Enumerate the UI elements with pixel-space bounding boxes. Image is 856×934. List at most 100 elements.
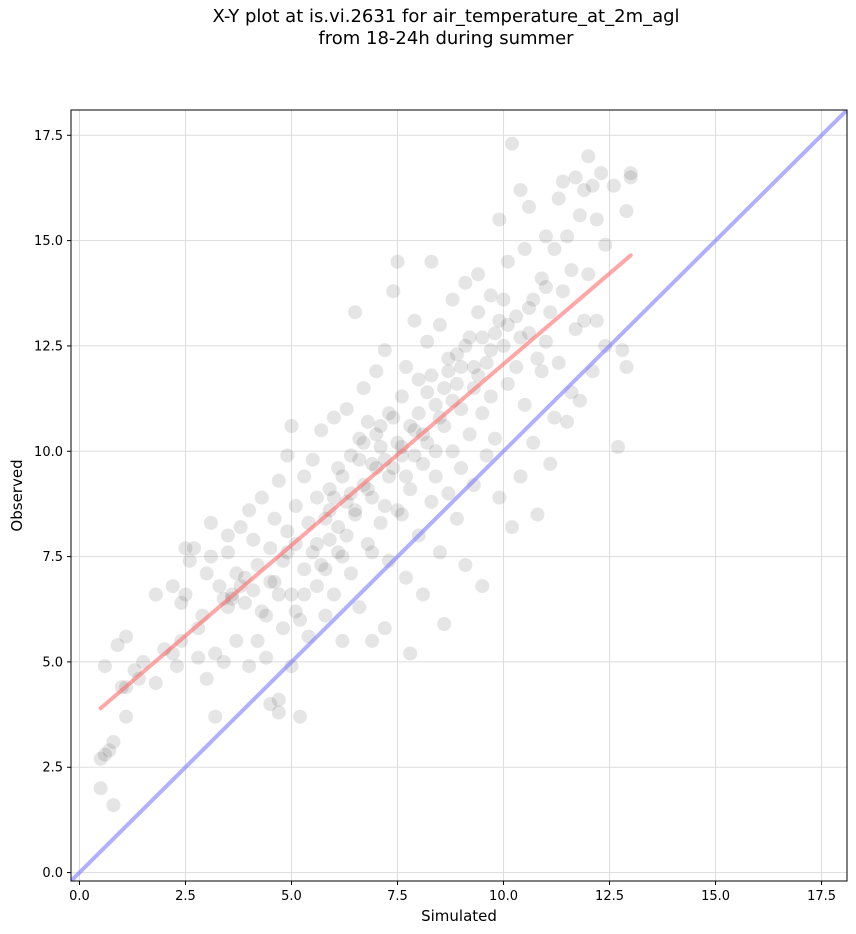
data-point: [348, 305, 363, 320]
data-point: [399, 360, 413, 374]
y-tick-label: 0.0: [42, 866, 63, 881]
data-point: [348, 507, 363, 522]
data-point: [513, 183, 528, 197]
data-point: [424, 368, 439, 383]
data-point: [564, 263, 579, 278]
data-point: [233, 520, 248, 535]
data-point: [254, 490, 269, 505]
data-point: [449, 347, 464, 362]
data-point: [390, 435, 405, 450]
data-point: [390, 503, 405, 518]
data-point: [560, 414, 575, 429]
data-point: [382, 469, 396, 484]
data-point: [496, 292, 511, 307]
data-point: [165, 579, 180, 594]
data-point: [360, 482, 375, 497]
data-point: [110, 638, 125, 653]
identity-line: [71, 110, 847, 881]
data-point: [263, 697, 278, 711]
data-point: [170, 659, 184, 674]
y-tick-label: 10.0: [34, 445, 63, 460]
data-point: [93, 751, 108, 766]
data-point: [352, 452, 367, 467]
chart-title-line-2: from 18-24h during summer: [318, 28, 574, 49]
data-point: [318, 608, 333, 623]
data-point: [394, 507, 409, 522]
data-point: [458, 338, 473, 353]
data-point: [373, 440, 388, 454]
data-point: [555, 284, 570, 299]
data-point: [437, 381, 452, 396]
data-point: [322, 532, 337, 547]
data-point: [259, 608, 274, 623]
data-point: [496, 338, 511, 353]
data-point: [589, 313, 604, 328]
data-point: [208, 646, 223, 661]
data-point: [513, 330, 528, 345]
data-point: [555, 174, 570, 189]
y-tick-label: 12.5: [34, 339, 63, 354]
data-point: [369, 427, 384, 442]
data-point: [339, 494, 354, 509]
data-point: [623, 170, 638, 185]
data-point: [365, 633, 380, 648]
data-point: [178, 541, 193, 556]
data-point: [220, 528, 235, 543]
data-point: [309, 579, 324, 594]
data-point: [462, 427, 477, 442]
data-point: [331, 461, 346, 476]
data-point: [526, 292, 541, 307]
data-point: [250, 633, 265, 648]
data-point: [335, 633, 350, 648]
data-point: [577, 183, 592, 197]
data-point: [411, 406, 426, 421]
data-point: [509, 309, 524, 324]
data-point: [538, 334, 553, 349]
data-point: [352, 600, 367, 615]
chart-title-line-1: X-Y plot at is.vi.2631 for air_temperatu…: [212, 6, 680, 27]
x-tick-label: 0.0: [69, 889, 90, 904]
data-point: [246, 532, 261, 547]
data-point: [382, 406, 396, 421]
data-point: [479, 448, 494, 463]
x-tick-label: 17.5: [807, 889, 836, 904]
data-point: [428, 397, 443, 412]
x-tick-label: 5.0: [281, 889, 302, 904]
data-point: [365, 545, 380, 560]
data-point: [500, 254, 515, 269]
data-point: [458, 275, 473, 290]
data-point: [483, 343, 498, 358]
data-point: [517, 397, 532, 412]
y-tick-label: 7.5: [42, 550, 63, 565]
data-point: [585, 178, 600, 193]
x-tick-label: 10.0: [489, 889, 518, 904]
data-point: [505, 520, 519, 535]
data-point: [284, 587, 299, 602]
data-point: [271, 692, 286, 707]
data-point: [339, 528, 354, 543]
data-point: [611, 440, 625, 454]
data-point: [331, 545, 346, 560]
data-point: [505, 136, 519, 151]
data-point: [102, 743, 117, 758]
data-point: [509, 360, 524, 374]
data-point: [352, 431, 367, 446]
data-point: [526, 435, 541, 450]
data-point: [560, 229, 575, 244]
data-point: [246, 583, 261, 598]
data-point: [356, 381, 371, 396]
data-point: [191, 650, 206, 665]
data-point: [220, 545, 235, 560]
grid: [71, 110, 847, 881]
data-point: [93, 781, 108, 796]
data-point: [326, 490, 341, 505]
x-axis-ticks: 0.0 2.5 5.0 7.5 10.0 12.5 15.0 17.5: [69, 881, 836, 904]
data-point: [403, 482, 418, 497]
data-point: [360, 414, 375, 429]
data-point: [271, 705, 286, 720]
data-point: [543, 456, 558, 471]
data-point: [619, 204, 634, 219]
data-point: [271, 473, 286, 488]
data-point: [343, 448, 358, 463]
data-point: [551, 355, 566, 370]
